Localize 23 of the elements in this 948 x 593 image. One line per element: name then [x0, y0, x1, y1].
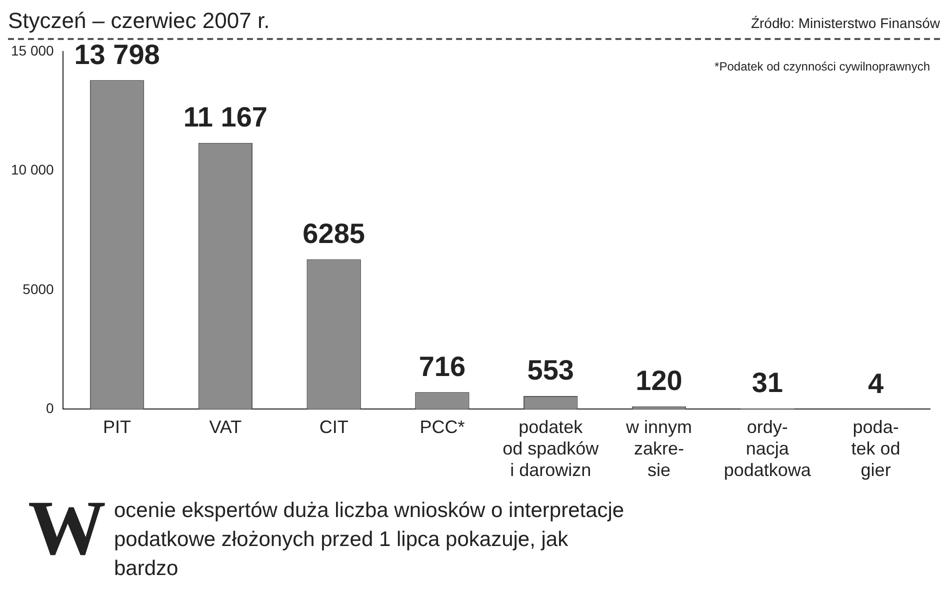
data-label: 120 [636, 365, 682, 396]
x-tick-label: w innym zakre- sie [625, 416, 692, 480]
data-label: 13 798 [74, 38, 160, 70]
chart-title: Styczeń – czerwiec 2007 r. [8, 8, 270, 34]
data-label: 4 [868, 368, 884, 399]
y-tick-label: 15 000 [10, 42, 54, 58]
x-tick-label: PCC* [420, 416, 465, 437]
annotation: *Podatek od czynności cywilnoprawnych [714, 60, 930, 74]
text: Źródło: Ministerstwo Finansów [750, 15, 940, 31]
x-tick-label: poda- tek od gier [851, 416, 900, 480]
y-tick-label: 0 [46, 400, 54, 416]
y-tick-label: 10 000 [10, 162, 54, 178]
data-label: 11 167 [183, 102, 268, 133]
x-tick-label: PIT [103, 416, 132, 437]
data-label: 31 [752, 367, 783, 398]
data-label: 6285 [302, 218, 365, 249]
x-tick-label: podatek od spadków i darowizn [502, 416, 600, 480]
x-tick-label: CIT [319, 416, 348, 437]
y-tick-label: 5000 [22, 280, 54, 297]
data-label: 716 [418, 350, 466, 382]
x-tick-label: ordy- nacja podatkowa [724, 416, 812, 480]
data-label: 553 [527, 354, 574, 386]
x-tick-label: VAT [209, 416, 242, 437]
